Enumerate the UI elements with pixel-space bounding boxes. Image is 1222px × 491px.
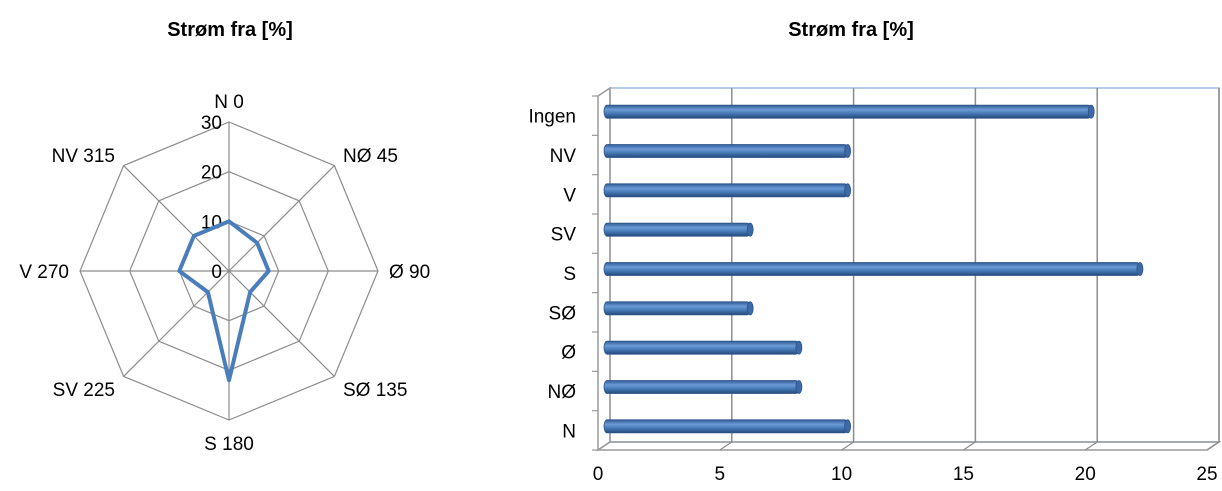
- radar-category-label: S 180: [204, 434, 254, 455]
- bar-category-label: SØ: [549, 303, 577, 324]
- bar-n: [603, 419, 849, 434]
- bar-floor-gridline: [841, 441, 854, 451]
- bar-category-label: N: [562, 421, 576, 442]
- bar-category-label: Ø: [561, 343, 576, 364]
- bar-chart-title: Strøm fra [%]: [788, 19, 914, 41]
- radar-chart-title: Strøm fra [%]: [167, 19, 293, 41]
- bar-category-label: NV: [550, 146, 577, 167]
- bar-category-label: NØ: [548, 382, 577, 403]
- bar-category-label: S: [563, 264, 576, 285]
- bar-category-label: V: [563, 185, 576, 206]
- radar-tick-label: 30: [201, 113, 222, 134]
- radar-category-label: SV 225: [53, 380, 115, 401]
- bar-ø: [603, 340, 800, 355]
- bar-end-cap: [844, 183, 852, 198]
- radar-category-label: NV 315: [52, 146, 115, 167]
- bar-end-cap: [795, 380, 803, 394]
- bar-x-tick-label: 10: [831, 464, 852, 485]
- radar-spoke: [123, 270, 230, 377]
- bar-end-cap: [1136, 262, 1144, 276]
- bar-end-cap: [795, 340, 803, 355]
- bar-x-tick-label: 0: [593, 464, 604, 485]
- bar-x-tick-label: 15: [953, 464, 974, 485]
- radar-tick-label: 0: [211, 262, 222, 283]
- radar-chart: Strøm fra [%] 0 10 20 30 N 0 NØ 45 Ø 90 SØ 135 S…: [0, 0, 460, 491]
- bar-sv: [603, 222, 751, 237]
- bar-plot: 0 5 10 15 20 25 N NØ Ø SØ S SV V NV Ingen: [528, 86, 1222, 485]
- bar-x-tick-label: 20: [1075, 464, 1096, 485]
- radar-tick-label: 20: [201, 163, 222, 184]
- bar-category-label: Ingen: [528, 107, 576, 128]
- bar-category-label: SV: [551, 225, 577, 246]
- bar-floor-gridline: [1206, 441, 1220, 451]
- bar-end-cap: [746, 222, 754, 237]
- bar-nø: [603, 380, 800, 394]
- bar-end-cap: [1087, 104, 1095, 119]
- bar-v: [603, 183, 849, 198]
- radar-spoke: [228, 165, 335, 272]
- radar-series-line: [177, 219, 271, 383]
- bar-end-cap: [746, 301, 754, 316]
- bar-x-tick-label: 5: [715, 464, 726, 485]
- bar-end-cap: [844, 419, 852, 434]
- radar-category-label: V 270: [19, 262, 69, 283]
- radar-spoke: [228, 270, 335, 377]
- radar-category-label: Ø 90: [389, 262, 430, 283]
- bar-floor-gridline: [1084, 441, 1098, 451]
- bar-s: [603, 262, 1141, 276]
- bar-sø: [603, 301, 751, 316]
- radar-category-label: N 0: [214, 92, 244, 113]
- radar-category-label: SØ 135: [343, 380, 407, 401]
- bar-floor: [595, 441, 1222, 451]
- bar-floor-gridline: [963, 441, 976, 451]
- radar-category-label: NØ 45: [343, 146, 398, 167]
- bar-nv: [603, 144, 849, 158]
- bar-x-tick-label: 25: [1196, 464, 1217, 485]
- bar-end-cap: [844, 144, 852, 158]
- bar-ingen: [603, 104, 1092, 119]
- radar-spoke: [123, 165, 230, 272]
- bar-chart: Strøm fra [%] 0 5 10 15 20 25 N NØ Ø SØ S SV V NV Inge…: [480, 0, 1222, 491]
- bar-floor-gridline: [719, 441, 733, 451]
